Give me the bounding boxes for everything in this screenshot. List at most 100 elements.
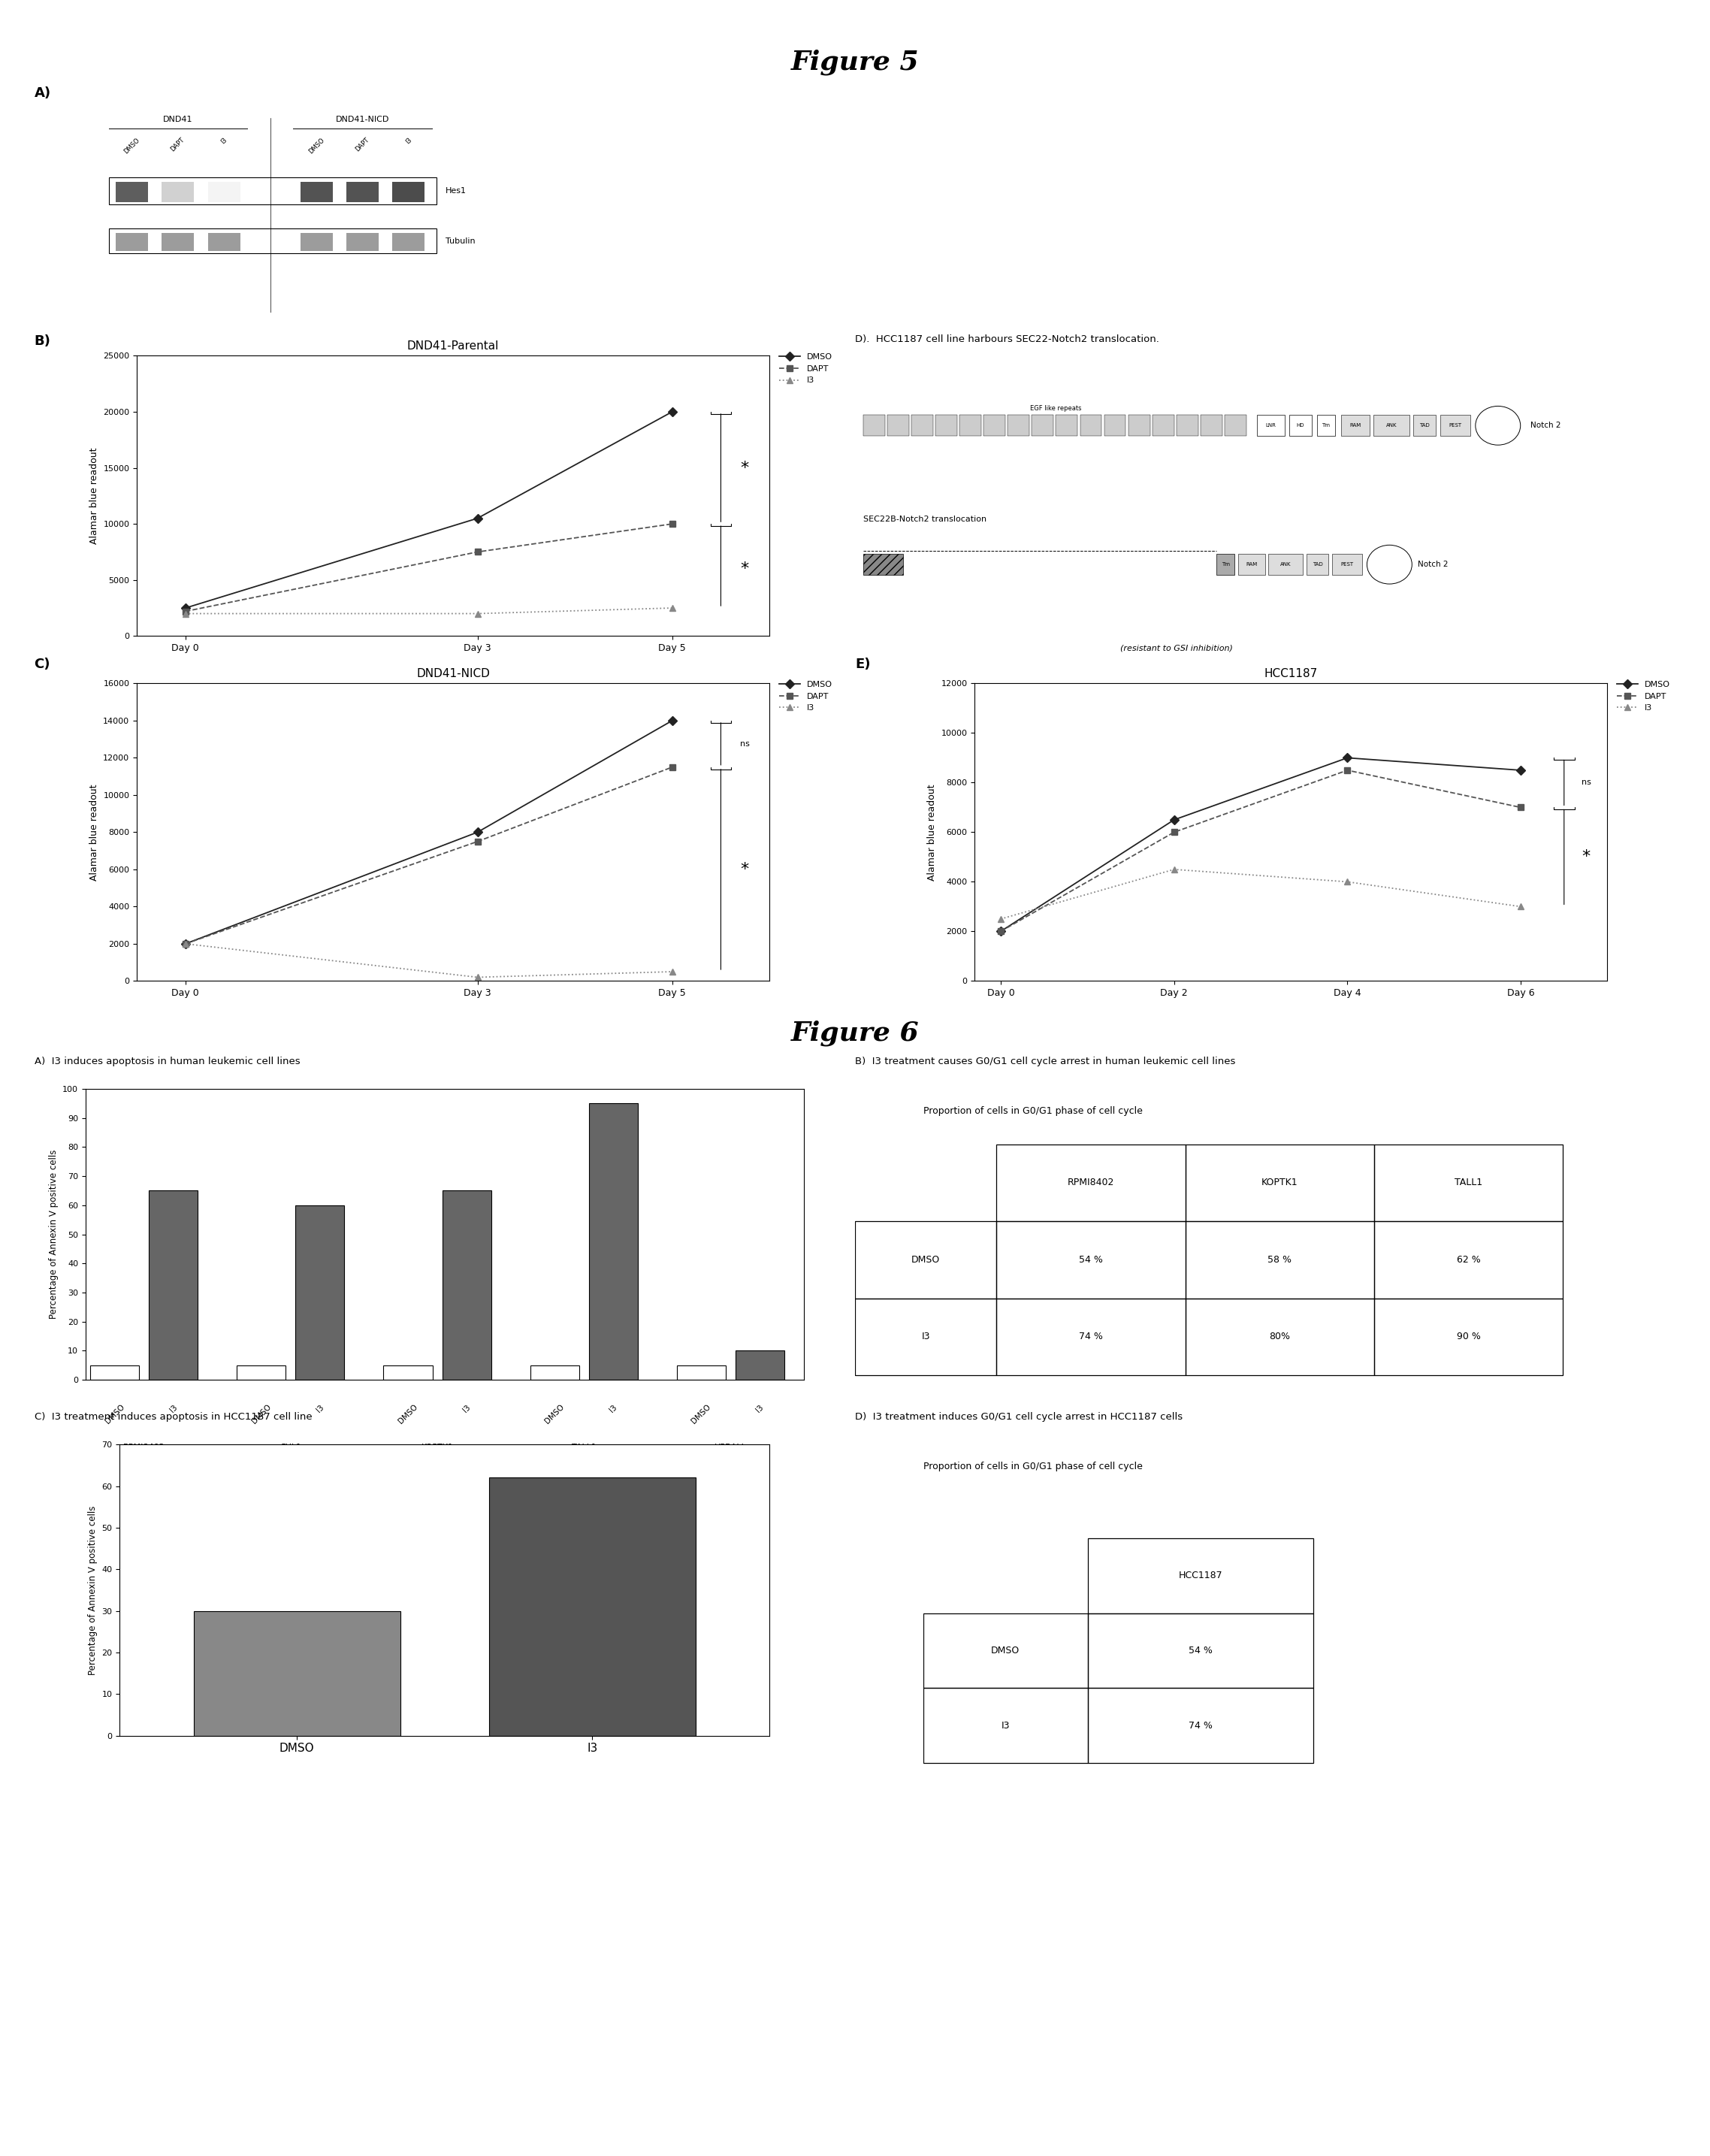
Bar: [997, 1298, 1185, 1376]
Bar: [1176, 416, 1199, 436]
DAPT: [174, 931, 195, 957]
Bar: [923, 1613, 1088, 1688]
Text: DMSO: DMSO: [123, 136, 140, 155]
Text: I3: I3: [922, 1332, 930, 1341]
Bar: [443, 1190, 491, 1380]
Bar: [91, 1365, 139, 1380]
Bar: [1317, 416, 1336, 436]
Title: DND41-NICD: DND41-NICD: [416, 668, 491, 679]
Bar: [855, 1220, 997, 1298]
Bar: [1341, 416, 1370, 436]
Text: ANK: ANK: [1387, 423, 1397, 427]
DAPT: [467, 539, 487, 565]
Text: C)  I3 treatment induces apoptosis in HCC1187 cell line: C) I3 treatment induces apoptosis in HCC…: [34, 1412, 311, 1423]
Bar: [1269, 554, 1303, 576]
Bar: [1289, 416, 1312, 436]
Line: I3: I3: [997, 867, 1524, 923]
Bar: [109, 177, 436, 205]
Bar: [911, 416, 934, 436]
Text: DAPT: DAPT: [169, 136, 186, 153]
Text: C): C): [34, 658, 50, 671]
Y-axis label: Percentage of Annexin V positive cells: Percentage of Annexin V positive cells: [48, 1149, 58, 1319]
Line: DAPT: DAPT: [997, 768, 1524, 934]
Text: Tubulin: Tubulin: [446, 237, 475, 244]
Line: I3: I3: [183, 940, 675, 981]
I3: [662, 959, 682, 985]
Bar: [301, 233, 332, 252]
Text: 74 %: 74 %: [1079, 1332, 1103, 1341]
Text: CUL1: CUL1: [280, 1445, 301, 1451]
I3: [990, 906, 1011, 931]
Y-axis label: Alamar blue readout: Alamar blue readout: [89, 448, 99, 543]
Bar: [1375, 1220, 1563, 1298]
Text: RAM: RAM: [1247, 563, 1257, 567]
Line: DAPT: DAPT: [183, 763, 675, 946]
Text: DMSO: DMSO: [250, 1404, 272, 1425]
Bar: [1224, 416, 1247, 436]
DMSO: [174, 931, 195, 957]
DMSO: [174, 595, 195, 621]
Text: Notch 2: Notch 2: [1418, 561, 1448, 569]
Text: Proportion of cells in G0/G1 phase of cell cycle: Proportion of cells in G0/G1 phase of ce…: [923, 1106, 1142, 1117]
Text: I3: I3: [609, 1404, 619, 1414]
Bar: [864, 416, 884, 436]
Text: DAPT: DAPT: [354, 136, 371, 153]
I3: [467, 964, 487, 990]
Bar: [1257, 416, 1284, 436]
Bar: [677, 1365, 725, 1380]
Bar: [1185, 1145, 1375, 1220]
Text: RPMI8402: RPMI8402: [1067, 1177, 1115, 1188]
Text: TAD: TAD: [1419, 423, 1430, 427]
Bar: [116, 233, 147, 252]
Line: DMSO: DMSO: [997, 755, 1524, 934]
Bar: [588, 1104, 638, 1380]
DMSO: [990, 918, 1011, 944]
Text: D)  I3 treatment induces G0/G1 cell cycle arrest in HCC1187 cells: D) I3 treatment induces G0/G1 cell cycle…: [855, 1412, 1183, 1423]
Text: DMSO: DMSO: [397, 1404, 419, 1425]
Bar: [238, 1365, 286, 1380]
Text: 90 %: 90 %: [1457, 1332, 1481, 1341]
Bar: [116, 181, 147, 203]
Bar: [193, 1611, 400, 1736]
Text: DND41: DND41: [162, 116, 193, 123]
DAPT: [174, 599, 195, 625]
Text: I3: I3: [315, 1404, 325, 1414]
Bar: [1055, 416, 1077, 436]
Bar: [1200, 416, 1223, 436]
Bar: [383, 1365, 433, 1380]
DAPT: [662, 755, 682, 780]
Text: 58 %: 58 %: [1267, 1255, 1291, 1266]
I3: [467, 602, 487, 627]
Text: A): A): [34, 86, 51, 99]
Bar: [1105, 416, 1125, 436]
Text: DMSO: DMSO: [691, 1404, 711, 1425]
Bar: [530, 1365, 580, 1380]
Bar: [489, 1477, 696, 1736]
Text: HPBALL: HPBALL: [715, 1445, 747, 1451]
Bar: [1129, 416, 1149, 436]
Text: ns: ns: [1582, 778, 1590, 787]
Text: DMSO: DMSO: [308, 136, 325, 155]
Bar: [1153, 416, 1175, 436]
Bar: [347, 181, 378, 203]
Text: I3: I3: [1000, 1720, 1011, 1731]
Bar: [1414, 416, 1436, 436]
Bar: [855, 1298, 997, 1376]
DAPT: [467, 828, 487, 854]
Text: TALL1: TALL1: [1455, 1177, 1483, 1188]
Bar: [1081, 416, 1101, 436]
Line: DAPT: DAPT: [183, 522, 675, 614]
Line: DMSO: DMSO: [183, 410, 675, 610]
Bar: [1007, 416, 1029, 436]
Bar: [1088, 1688, 1313, 1764]
Legend: DMSO, DAPT, I3: DMSO, DAPT, I3: [1614, 677, 1674, 716]
Text: 62 %: 62 %: [1457, 1255, 1481, 1266]
Text: PEST: PEST: [1341, 563, 1354, 567]
DAPT: [990, 918, 1011, 944]
Text: DMSO: DMSO: [544, 1404, 566, 1425]
Bar: [735, 1350, 785, 1380]
DMSO: [1510, 757, 1530, 783]
Bar: [997, 1220, 1185, 1298]
Bar: [393, 233, 424, 252]
Bar: [1375, 1145, 1563, 1220]
